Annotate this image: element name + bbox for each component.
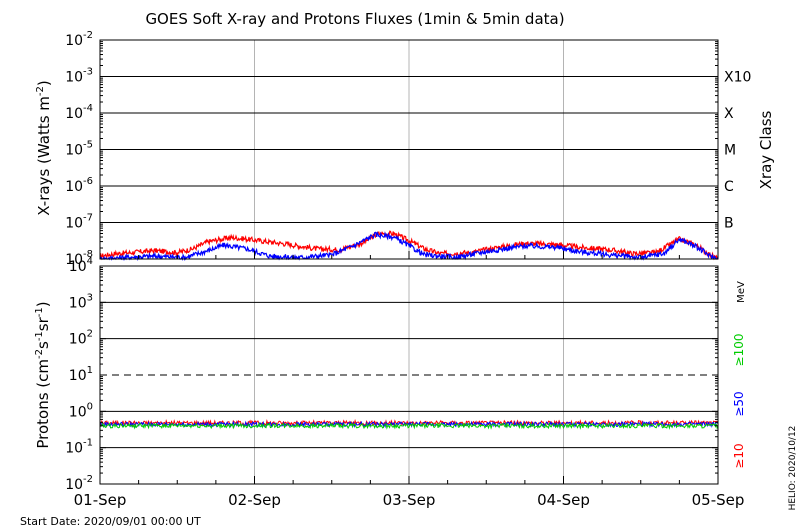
xray-y-tick-base: 10 <box>65 106 83 122</box>
xray-y-tick-exponent: -5 <box>83 140 93 151</box>
proton-vertical-gridlines <box>254 266 564 484</box>
x-tick-label: 05-Sep <box>692 491 745 509</box>
xray-y-axis-label: X-rays (Watts m-2) <box>35 80 53 215</box>
xray-y-ticks: 10-810-710-610-510-410-310-2 <box>65 30 718 268</box>
xray-y-tick-exponent: -8 <box>83 249 93 260</box>
xray-y-axis-label-text: X-rays (Watts m <box>35 96 53 216</box>
proton-y-tick-exponent: 1 <box>87 365 93 376</box>
xray-y-tick-label: 10-7 <box>65 213 93 232</box>
proton-y-axis-label-sup3: -1 <box>34 307 45 317</box>
proton-y-tick-label: 100 <box>69 401 93 420</box>
x-axis-tick-labels: 01-Sep 02-Sep 03-Sep 04-Sep 05-Sep <box>74 251 745 509</box>
proton-y-axis-label-text: Protons (cm <box>34 359 52 449</box>
proton-y-axis-label-sup1: -2 <box>34 349 45 359</box>
proton-series <box>99 418 719 430</box>
proton-series-line <box>99 421 719 430</box>
proton-y-tick-base: 10 <box>69 259 87 275</box>
xray-y-tick-base: 10 <box>65 216 83 232</box>
chart-title: GOES Soft X-ray and Protons Fluxes (1min… <box>145 10 564 28</box>
xray-y-tick-exponent: -3 <box>83 67 93 78</box>
proton-y-tick-label: 104 <box>69 256 93 275</box>
proton-legend: ≥100 ≥50 ≥10 <box>732 334 746 469</box>
proton-y-tick-exponent: 3 <box>87 292 93 303</box>
proton-y-tick-label: 10-1 <box>65 438 93 457</box>
proton-energy-unit: MeV <box>736 281 747 303</box>
xray-y-tick-label: 10-2 <box>65 30 93 49</box>
xray-y-tick-base: 10 <box>65 143 83 159</box>
proton-y-tick-label: 101 <box>69 365 93 384</box>
xray-class-label: B <box>724 216 734 232</box>
proton-y-axis-label-end: ) <box>34 301 52 307</box>
xray-horizontal-gridlines <box>100 76 718 223</box>
x-tick-label: 02-Sep <box>228 491 281 509</box>
xray-y-tick-label: 10-6 <box>65 176 93 195</box>
proton-y-tick-exponent: -1 <box>83 438 93 449</box>
xray-class-labels: B C M X X10 <box>724 70 751 232</box>
xray-y-tick-label: 10-3 <box>65 67 93 86</box>
xray-y-tick-label: 10-4 <box>65 103 93 122</box>
xray-series-line <box>99 230 718 261</box>
proton-y-tick-base: 10 <box>69 368 87 384</box>
x-tick-label: 04-Sep <box>537 491 590 509</box>
xray-y-tick-base: 10 <box>65 252 83 268</box>
xray-class-label: X <box>724 106 734 122</box>
proton-y-tick-label: 102 <box>69 329 93 348</box>
proton-y-tick-label: 10-2 <box>65 474 93 493</box>
xray-y-tick-exponent: -7 <box>83 213 93 224</box>
proton-horizontal-gridlines <box>100 301 718 449</box>
xray-y-tick-base: 10 <box>65 179 83 195</box>
proton-y-axis-label-mid1: s <box>34 341 52 349</box>
proton-y-axis-label-sup2: -1 <box>34 331 45 341</box>
x-tick-label: 03-Sep <box>383 491 436 509</box>
proton-y-axis-label-mid2: sr <box>34 316 52 331</box>
xray-class-label: C <box>724 179 734 195</box>
proton-y-tick-exponent: -2 <box>83 474 93 485</box>
proton-series-line <box>99 420 719 429</box>
xray-series <box>99 230 719 262</box>
proton-y-tick-exponent: 2 <box>87 329 93 340</box>
proton-y-tick-exponent: 0 <box>87 401 93 412</box>
xray-y-axis-label-sup: -2 <box>35 86 46 96</box>
xray-y-tick-base: 10 <box>65 70 83 86</box>
proton-y-tick-base: 10 <box>65 477 83 493</box>
proton-y-tick-base: 10 <box>69 295 87 311</box>
xray-series-line <box>99 231 719 262</box>
xray-class-label: X10 <box>724 70 751 86</box>
xray-y-tick-exponent: -6 <box>83 176 93 187</box>
xray-y-tick-base: 10 <box>65 33 83 49</box>
xray-y-tick-exponent: -4 <box>83 103 93 114</box>
proton-y-tick-exponent: 4 <box>87 256 93 267</box>
proton-legend-label: ≥50 <box>732 391 746 416</box>
xray-y-tick-label: 10-8 <box>65 249 93 268</box>
proton-legend-label: ≥100 <box>732 334 746 367</box>
xray-class-label: M <box>724 143 736 159</box>
credit-label: HELIO: 2020/10/12 <box>788 426 798 511</box>
proton-legend-label: ≥10 <box>732 443 746 468</box>
xray-class-axis-label: Xray Class <box>757 110 775 189</box>
x-tick-label: 01-Sep <box>74 491 127 509</box>
proton-y-tick-label: 103 <box>69 292 93 311</box>
proton-y-tick-base: 10 <box>69 404 87 420</box>
start-date-label: Start Date: 2020/09/01 00:00 UT <box>20 515 201 528</box>
xray-y-axis-label-end: ) <box>35 80 53 86</box>
xray-y-tick-label: 10-5 <box>65 140 93 159</box>
proton-y-tick-base: 10 <box>65 441 83 457</box>
proton-y-axis-label: Protons (cm-2s-1sr-1) <box>34 301 52 448</box>
xray-y-tick-exponent: -2 <box>83 30 93 41</box>
proton-y-tick-base: 10 <box>69 332 87 348</box>
